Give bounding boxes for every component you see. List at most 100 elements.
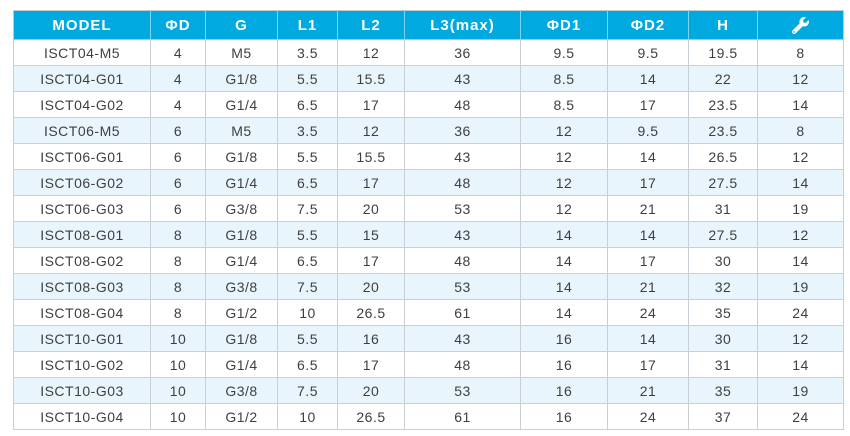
- cell-d1: 12: [520, 195, 608, 222]
- cell-l2: 16: [337, 325, 405, 352]
- cell-wrench: 8: [757, 117, 844, 144]
- cell-l3max: 53: [404, 273, 521, 300]
- cell-l1: 6.5: [277, 247, 338, 274]
- cell-model: ISCT04-M5: [13, 39, 151, 66]
- column-header-l2: L2: [337, 10, 405, 40]
- cell-l3max: 43: [404, 65, 521, 92]
- table-row: ISCT08-G02 8 G1/4 6.5 17 48 14 17 30 14: [13, 247, 844, 274]
- cell-l2: 17: [337, 169, 405, 196]
- cell-l1: 3.5: [277, 117, 338, 144]
- cell-d: 8: [150, 299, 206, 326]
- cell-model: ISCT06-M5: [13, 117, 151, 144]
- cell-model: ISCT04-G02: [13, 91, 151, 118]
- cell-h: 22: [688, 65, 758, 92]
- cell-g: G3/8: [205, 273, 278, 300]
- cell-d: 10: [150, 325, 206, 352]
- cell-wrench: 14: [757, 247, 844, 274]
- cell-d: 4: [150, 65, 206, 92]
- table-row: ISCT04-G02 4 G1/4 6.5 17 48 8.5 17 23.5 14: [13, 91, 844, 118]
- cell-l2: 26.5: [337, 299, 405, 326]
- column-header-wrench: [757, 10, 844, 40]
- cell-d1: 12: [520, 143, 608, 170]
- cell-l1: 7.5: [277, 273, 338, 300]
- cell-g: M5: [205, 39, 278, 66]
- cell-model: ISCT10-G04: [13, 403, 151, 430]
- cell-h: 23.5: [688, 117, 758, 144]
- cell-l1: 5.5: [277, 65, 338, 92]
- cell-g: G1/2: [205, 299, 278, 326]
- cell-d2: 17: [607, 247, 689, 274]
- cell-wrench: 12: [757, 325, 844, 352]
- cell-d1: 14: [520, 247, 608, 274]
- cell-wrench: 24: [757, 403, 844, 430]
- cell-l3max: 53: [404, 195, 521, 222]
- cell-d2: 21: [607, 273, 689, 300]
- cell-d2: 17: [607, 91, 689, 118]
- cell-d: 8: [150, 273, 206, 300]
- cell-model: ISCT06-G02: [13, 169, 151, 196]
- column-header-g: G: [205, 10, 278, 40]
- cell-model: ISCT06-G03: [13, 195, 151, 222]
- cell-l1: 5.5: [277, 325, 338, 352]
- cell-d1: 16: [520, 351, 608, 378]
- cell-l1: 6.5: [277, 169, 338, 196]
- cell-model: ISCT04-G01: [13, 65, 151, 92]
- cell-d1: 16: [520, 403, 608, 430]
- cell-g: G1/4: [205, 91, 278, 118]
- cell-l3max: 43: [404, 143, 521, 170]
- cell-l1: 7.5: [277, 195, 338, 222]
- cell-h: 19.5: [688, 39, 758, 66]
- cell-l3max: 53: [404, 377, 521, 404]
- cell-l3max: 61: [404, 299, 521, 326]
- cell-wrench: 12: [757, 65, 844, 92]
- cell-d2: 21: [607, 195, 689, 222]
- cell-h: 35: [688, 299, 758, 326]
- cell-d1: 12: [520, 117, 608, 144]
- cell-d: 4: [150, 39, 206, 66]
- table-row: ISCT08-G03 8 G3/8 7.5 20 53 14 21 32 19: [13, 273, 844, 300]
- cell-l2: 17: [337, 247, 405, 274]
- column-header-l1: L1: [277, 10, 338, 40]
- cell-d2: 9.5: [607, 39, 689, 66]
- cell-wrench: 8: [757, 39, 844, 66]
- cell-d1: 14: [520, 273, 608, 300]
- cell-g: G1/4: [205, 169, 278, 196]
- cell-l2: 26.5: [337, 403, 405, 430]
- cell-d2: 9.5: [607, 117, 689, 144]
- cell-d2: 14: [607, 143, 689, 170]
- cell-l3max: 61: [404, 403, 521, 430]
- column-header-model: MODEL: [13, 10, 151, 40]
- cell-d1: 14: [520, 299, 608, 326]
- cell-d: 10: [150, 351, 206, 378]
- cell-h: 23.5: [688, 91, 758, 118]
- cell-l3max: 36: [404, 117, 521, 144]
- cell-l2: 15.5: [337, 143, 405, 170]
- cell-d: 10: [150, 403, 206, 430]
- cell-l2: 12: [337, 117, 405, 144]
- cell-d: 6: [150, 195, 206, 222]
- cell-h: 32: [688, 273, 758, 300]
- cell-h: 27.5: [688, 221, 758, 248]
- table-row: ISCT10-G02 10 G1/4 6.5 17 48 16 17 31 14: [13, 351, 844, 378]
- cell-d: 8: [150, 221, 206, 248]
- cell-g: G1/4: [205, 351, 278, 378]
- cell-g: G1/8: [205, 65, 278, 92]
- cell-l3max: 48: [404, 169, 521, 196]
- table-row: ISCT08-G01 8 G1/8 5.5 15 43 14 14 27.5 12: [13, 221, 844, 248]
- cell-l2: 12: [337, 39, 405, 66]
- cell-g: G3/8: [205, 377, 278, 404]
- cell-model: ISCT10-G02: [13, 351, 151, 378]
- cell-h: 30: [688, 325, 758, 352]
- cell-l3max: 48: [404, 91, 521, 118]
- cell-l1: 5.5: [277, 221, 338, 248]
- cell-d2: 24: [607, 403, 689, 430]
- cell-wrench: 14: [757, 169, 844, 196]
- cell-wrench: 12: [757, 143, 844, 170]
- cell-d1: 16: [520, 325, 608, 352]
- header-row: MODEL ΦD G L1 L2 L3(max) ΦD1 ΦD2 H: [13, 10, 844, 40]
- column-header-d: ΦD: [150, 10, 206, 40]
- cell-l2: 17: [337, 91, 405, 118]
- cell-d: 6: [150, 117, 206, 144]
- cell-g: G3/8: [205, 195, 278, 222]
